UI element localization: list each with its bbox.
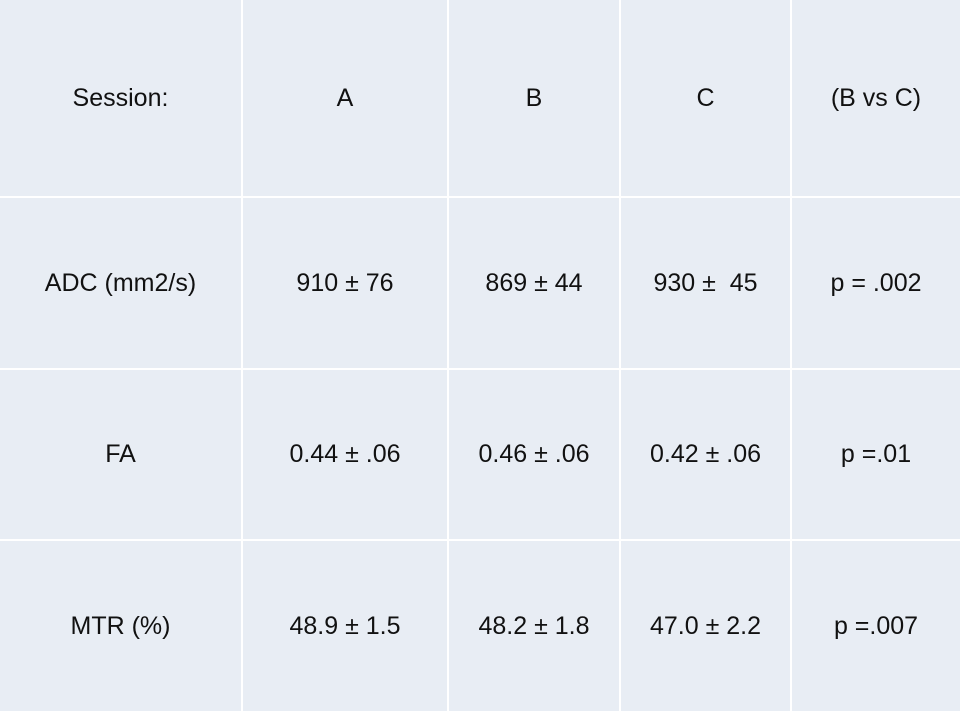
table-cell: 930 ± 45 (621, 198, 790, 368)
table-cell: 0.42 ± .06 (621, 370, 790, 539)
table-cell: 47.0 ± 2.2 (621, 541, 790, 711)
table-cell: 0.46 ± .06 (449, 370, 619, 539)
header-cell: (B vs C) (792, 0, 960, 196)
table-cell: 48.2 ± 1.8 (449, 541, 619, 711)
table-cell: p =.007 (792, 541, 960, 711)
table-cell: 0.44 ± .06 (243, 370, 447, 539)
row-label: FA (0, 370, 241, 539)
header-cell: A (243, 0, 447, 196)
table-cell: p =.01 (792, 370, 960, 539)
table-cell: 910 ± 76 (243, 198, 447, 368)
table-cell: 869 ± 44 (449, 198, 619, 368)
header-cell: B (449, 0, 619, 196)
header-cell: C (621, 0, 790, 196)
row-label: MTR (%) (0, 541, 241, 711)
table-cell: p = .002 (792, 198, 960, 368)
table-cell: 48.9 ± 1.5 (243, 541, 447, 711)
header-cell: Session: (0, 0, 241, 196)
row-label: ADC (mm2/s) (0, 198, 241, 368)
